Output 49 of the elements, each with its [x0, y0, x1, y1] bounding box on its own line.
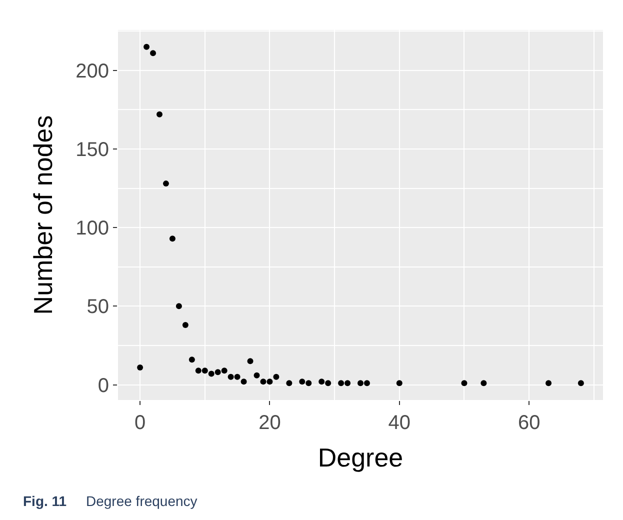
y-axis-title: Number of nodes	[28, 115, 58, 315]
point	[182, 322, 188, 328]
point	[214, 369, 221, 376]
point	[364, 380, 370, 386]
y-tick-label: 150	[76, 138, 109, 161]
y-tick-label: 100	[76, 218, 109, 240]
y-tick-label: 0	[98, 374, 109, 397]
x-axis-title: Degree	[318, 442, 404, 473]
point	[234, 374, 240, 380]
point	[461, 380, 468, 386]
x-tick-label: 60	[518, 412, 540, 434]
point	[286, 380, 292, 386]
point	[156, 111, 162, 118]
point	[137, 364, 144, 370]
point	[306, 380, 312, 386]
point	[273, 374, 280, 380]
point	[247, 358, 254, 364]
point	[169, 236, 176, 242]
x-tick-label: 40	[388, 412, 411, 434]
x-tick-label: 20	[258, 412, 281, 434]
point	[299, 378, 306, 385]
point	[208, 370, 214, 377]
point	[228, 374, 234, 380]
point	[240, 378, 247, 385]
point	[254, 372, 260, 378]
point	[344, 380, 351, 386]
y-tick-label: 50	[86, 296, 109, 318]
point	[480, 380, 487, 386]
point	[266, 378, 273, 385]
point	[195, 368, 202, 374]
point	[396, 380, 402, 386]
point	[202, 368, 208, 374]
caption: Fig. 11	[23, 493, 67, 509]
point	[188, 356, 195, 363]
point	[162, 180, 169, 187]
point	[358, 380, 364, 386]
text: Degree frequency	[86, 493, 198, 509]
point	[578, 380, 584, 386]
point	[150, 50, 156, 56]
point	[325, 380, 332, 386]
point	[144, 44, 150, 50]
point	[318, 378, 325, 385]
y-tick-label: 200	[76, 60, 109, 82]
point	[221, 368, 228, 374]
point	[260, 378, 266, 385]
point	[176, 303, 182, 310]
point	[338, 380, 344, 386]
x-tick-label: 0	[134, 412, 146, 434]
point	[546, 380, 552, 386]
